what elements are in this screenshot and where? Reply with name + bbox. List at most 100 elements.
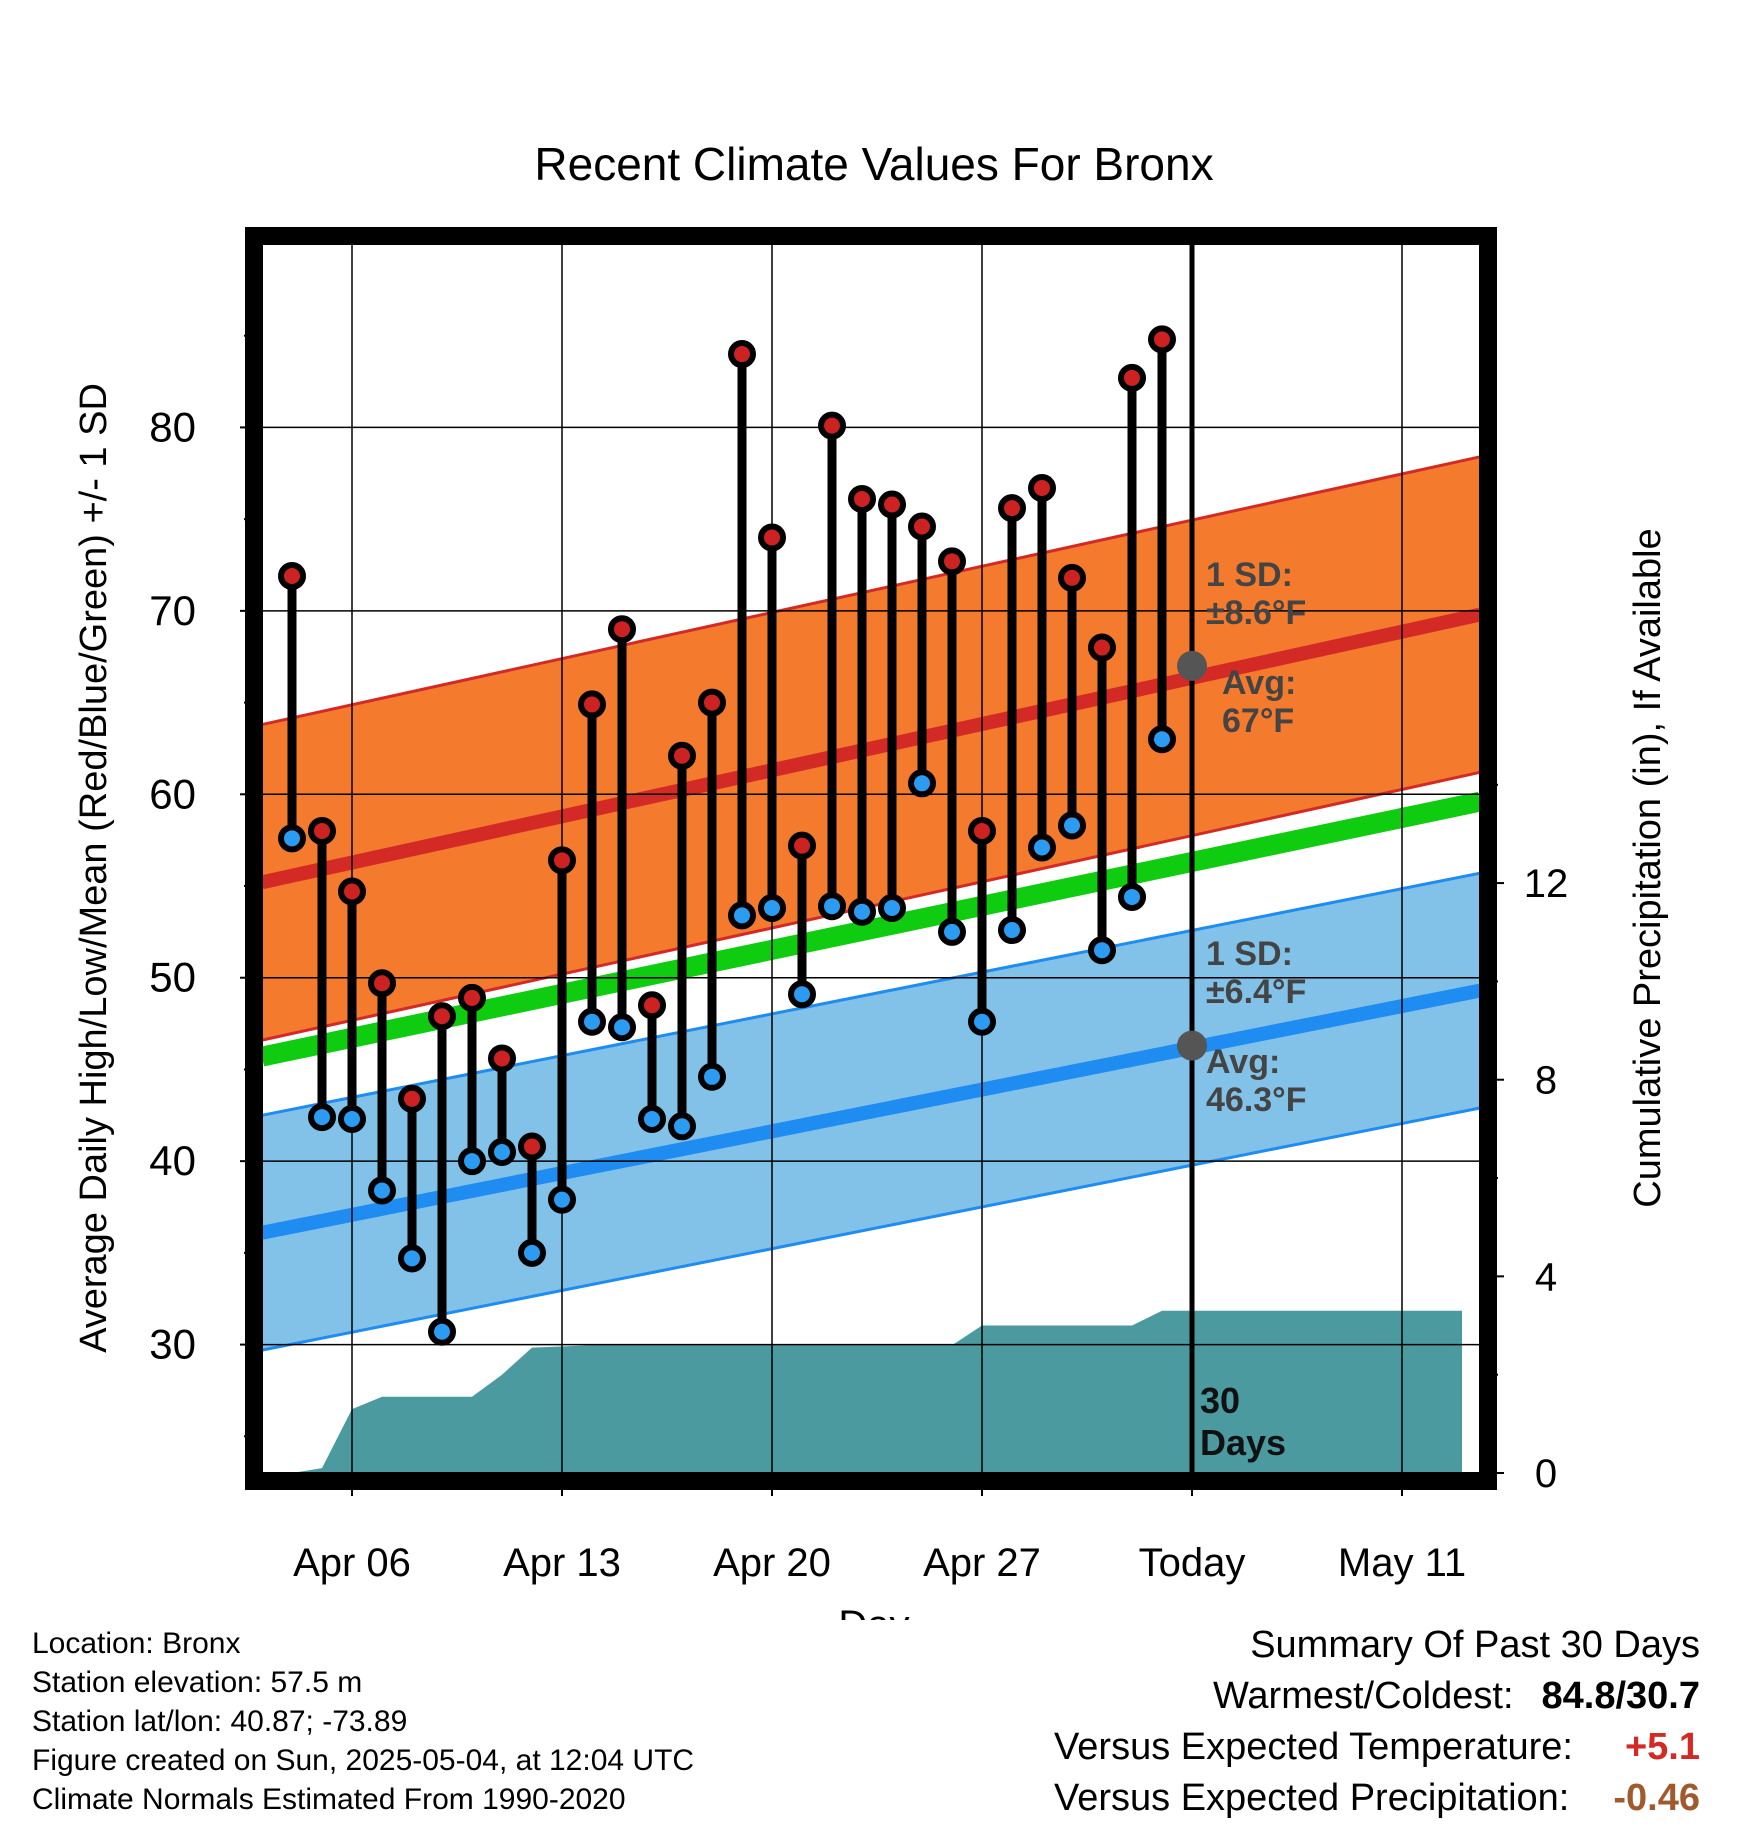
y2-axis-label: Cumulative Precipitation (in), If Availa… (1627, 528, 1669, 1207)
low-point (998, 916, 1026, 945)
normal-mean-line (259, 791, 1483, 1067)
warm-cold-value: 84.8/30.7 (1541, 1675, 1700, 1717)
y-tick-label: 70 (149, 587, 196, 634)
low-point (728, 901, 756, 930)
high-sd-label-line: ±8.6°F (1206, 594, 1306, 632)
low-point (368, 1176, 396, 1205)
high-point (968, 816, 996, 845)
low-point (488, 1137, 516, 1166)
low-sd-upper-edge (261, 871, 1481, 1117)
high-sd-upper-edge (261, 455, 1481, 727)
low-point (908, 769, 936, 798)
low-point (938, 917, 966, 946)
summary-temp-row: Versus Expected Temperature: +5.1 (1054, 1722, 1700, 1773)
created-text: Figure created on Sun, 2025-05-04, at 12… (32, 1744, 695, 1777)
high-point (308, 816, 336, 845)
high-avg-label-line: Avg: (1222, 664, 1296, 702)
high-point (1058, 563, 1086, 592)
high-point (788, 831, 816, 860)
temp-value: +5.1 (1624, 1726, 1700, 1768)
low-point (668, 1112, 696, 1141)
latlon-text: Station lat/lon: 40.87; -73.89 (32, 1705, 408, 1738)
high-point (548, 846, 576, 875)
low-point (758, 894, 786, 923)
low-sd-label-line: ±6.4°F (1206, 973, 1306, 1011)
high-point (758, 523, 786, 552)
summary-title: Summary Of Past 30 Days (1250, 1624, 1700, 1666)
chart-title: Recent Climate Values For Bronx (534, 138, 1213, 190)
y-tick-label: 50 (149, 954, 196, 1001)
low-point (788, 980, 816, 1009)
high-point (398, 1084, 426, 1113)
y-tick-label: 80 (149, 403, 196, 450)
location-text: Location: Bronx (32, 1627, 241, 1660)
low-point (338, 1104, 366, 1133)
high-point (1118, 363, 1146, 392)
high-point (818, 411, 846, 440)
summary-precip-row: Versus Expected Precipitation: -0.46 (1054, 1773, 1700, 1824)
low-point (968, 1007, 996, 1036)
low-point (638, 1104, 666, 1133)
low-point (878, 894, 906, 923)
station-info: Location: Bronx Station elevation: 57.5 … (32, 1624, 694, 1819)
high-point (1088, 633, 1116, 662)
high-point (578, 690, 606, 719)
summary-warm-cold-row: Warmest/Coldest: 84.8/30.7 (1054, 1671, 1700, 1722)
low-point (698, 1062, 726, 1091)
low-point (848, 897, 876, 926)
x-tick-label: Apr 27 (923, 1541, 1041, 1585)
high-point (668, 741, 696, 770)
plot-frame (245, 227, 1497, 1490)
y-tick-label: 60 (149, 770, 196, 817)
high-point (518, 1132, 546, 1161)
high-point (1028, 473, 1056, 502)
y2-tick-label: 0 (1535, 1452, 1557, 1496)
normal-low-line (260, 983, 1482, 1240)
x-tick-label: May 11 (1338, 1541, 1466, 1585)
low-point (278, 824, 306, 853)
low-point (458, 1147, 486, 1176)
low-point (548, 1185, 576, 1214)
low-point (1148, 725, 1176, 754)
x-tick-label: Apr 06 (293, 1541, 411, 1585)
y-tick-label: 30 (149, 1321, 196, 1368)
low-point (428, 1317, 456, 1346)
low-sd-label: 1 SD: ±6.4°F (1206, 935, 1306, 1011)
high-point (728, 340, 756, 369)
x-tick-label: Apr 13 (503, 1541, 621, 1585)
warm-cold-label: Warmest/Coldest: (1212, 1675, 1514, 1717)
y2-tick-label: 4 (1535, 1255, 1557, 1299)
high-sd-label: 1 SD: ±8.6°F (1206, 556, 1306, 632)
normals-text: Climate Normals Estimated From 1990-2020 (32, 1783, 626, 1816)
precip-value: -0.46 (1613, 1777, 1700, 1819)
y-tick-label: 40 (149, 1137, 196, 1184)
high-point (638, 991, 666, 1020)
y-axis-label: Average Daily High/Low/Mean (Red/Blue/Gr… (73, 383, 115, 1353)
y2-tick-label: 8 (1535, 1059, 1557, 1103)
low-sd-label-line: 1 SD: (1206, 935, 1293, 973)
low-avg-label: Avg: 46.3°F (1206, 1043, 1307, 1119)
today-days-label-line: Days (1200, 1422, 1286, 1463)
high-avg-label-line: 67°F (1222, 702, 1294, 740)
x-axis-label: Day (838, 1603, 909, 1620)
low-sd-lower-edge (261, 1106, 1481, 1352)
low-avg-label-line: 46.3°F (1206, 1081, 1307, 1119)
high-point (938, 547, 966, 576)
elevation-text: Station elevation: 57.5 m (32, 1666, 363, 1699)
x-tick-label: Apr 20 (713, 1541, 831, 1585)
high-point (698, 688, 726, 717)
high-point (338, 877, 366, 906)
low-avg-label-line: Avg: (1206, 1043, 1280, 1081)
today-high-avg-marker (1177, 650, 1207, 681)
high-point (608, 615, 636, 644)
high-avg-label: Avg: 67°F (1222, 664, 1296, 740)
today-low-avg-marker (1177, 1030, 1207, 1061)
high-point (1148, 325, 1176, 354)
temp-label: Versus Expected Temperature: (1054, 1726, 1573, 1768)
high-point (458, 983, 486, 1012)
high-point (368, 969, 396, 998)
today-days-label: 30 Days (1200, 1380, 1286, 1463)
low-point (1058, 811, 1086, 840)
x-tick-label: Today (1139, 1541, 1246, 1585)
low-point (818, 892, 846, 921)
